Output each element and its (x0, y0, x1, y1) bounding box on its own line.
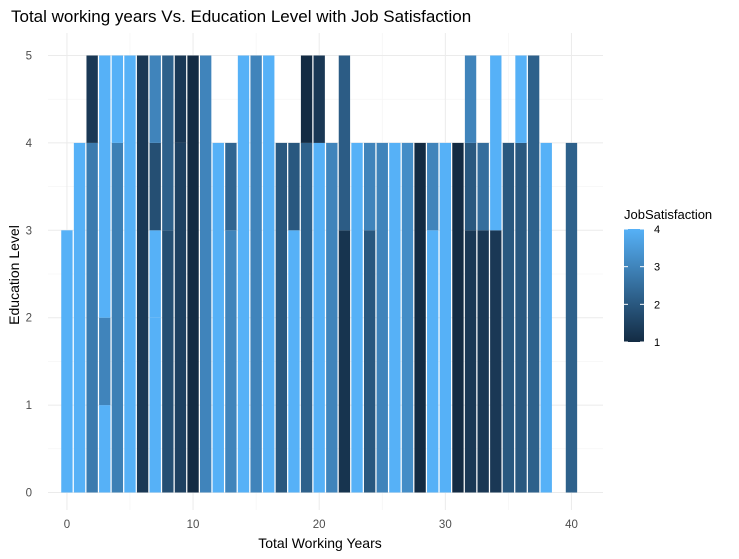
bar-segment (515, 55, 527, 143)
y-tick-label: 1 (26, 400, 32, 412)
x-tick-label: 10 (187, 519, 200, 531)
bar-segment (464, 55, 477, 143)
legend-title: JobSatisfaction (624, 207, 712, 222)
bar-segment (313, 142, 325, 493)
bar-segment (389, 142, 401, 493)
bar-segment (212, 142, 224, 493)
y-tick-label: 5 (26, 51, 32, 63)
bar-segment (338, 230, 351, 493)
bar-segment (427, 142, 439, 231)
bar-segment (313, 55, 325, 143)
bar-segment (225, 142, 237, 231)
x-tick-label: 30 (439, 519, 452, 531)
bar-segment (174, 142, 187, 493)
bar-segment (439, 142, 452, 493)
bar-segment (162, 55, 174, 231)
bar-segment (149, 142, 161, 231)
bar-segment (263, 55, 275, 493)
bar-segment (187, 55, 199, 493)
bar-segment (149, 55, 161, 143)
bar-segment (326, 142, 338, 493)
bar-segment (363, 142, 376, 231)
bar-segment (414, 142, 426, 493)
bar-segment (376, 142, 388, 493)
bar-segment (99, 405, 111, 493)
bar-segment (401, 142, 414, 493)
bars (61, 55, 578, 493)
bar-segment (338, 55, 351, 231)
bar-segment (237, 55, 250, 493)
bar-segment (250, 55, 262, 493)
bar-segment (61, 230, 73, 493)
bar-segment (565, 142, 578, 493)
legend-tick-label: 4 (654, 224, 660, 236)
legend-tick-label: 2 (654, 299, 660, 311)
bar-segment (136, 55, 149, 493)
x-tick-label: 40 (565, 519, 578, 531)
bar-segment (149, 230, 161, 318)
bar-segment (477, 230, 489, 493)
y-tick-label: 4 (26, 138, 33, 150)
x-axis-ticks: 0 10 20 30 40 (64, 519, 578, 531)
y-axis-ticks: 0 1 2 3 4 5 (26, 51, 33, 500)
bar-segment (464, 230, 477, 493)
legend-tick-label: 1 (654, 337, 660, 349)
y-tick-label: 3 (26, 225, 32, 237)
chart-title: Total working years Vs. Education Level … (11, 7, 471, 26)
bar-segment (162, 230, 174, 493)
bar-segment (288, 142, 300, 231)
y-tick-label: 0 (26, 488, 32, 500)
bar-segment (99, 55, 111, 318)
bar-segment (199, 55, 212, 493)
bar-segment (300, 55, 313, 143)
bar-segment (490, 230, 502, 493)
bar-segment (502, 142, 515, 493)
bar-segment (300, 142, 313, 493)
y-axis-label: Education Level (6, 225, 22, 325)
bar-segment (275, 142, 288, 493)
bar-segment (515, 142, 527, 493)
bar-segment (351, 142, 363, 493)
bar-segment (288, 230, 300, 493)
bar-segment (73, 142, 86, 493)
bar-segment (86, 142, 98, 493)
bar-segment (225, 230, 237, 493)
x-tick-label: 0 (64, 519, 70, 531)
bar-segment (490, 55, 502, 231)
x-tick-label: 20 (313, 519, 326, 531)
bar-segment (149, 317, 161, 493)
bar-segment (99, 317, 111, 406)
legend: JobSatisfaction 1 2 3 4 (624, 207, 712, 349)
bar-segment (111, 55, 124, 143)
bar-segment (124, 55, 136, 493)
bar-segment (86, 55, 98, 143)
bar-segment (540, 142, 552, 493)
x-axis-label: Total Working Years (258, 535, 381, 551)
legend-tick-label: 3 (654, 262, 660, 274)
bar-segment (477, 142, 489, 231)
bar-segment (111, 142, 124, 493)
bar-segment (464, 142, 477, 231)
legend-colorbar (624, 229, 644, 342)
y-tick-label: 2 (26, 313, 32, 325)
legend-ticks: 1 2 3 4 (624, 224, 660, 349)
bar-segment (452, 142, 464, 493)
bar-segment (527, 55, 540, 493)
bar-segment (174, 55, 187, 143)
bar-segment (363, 230, 376, 493)
bar-segment (427, 230, 439, 493)
